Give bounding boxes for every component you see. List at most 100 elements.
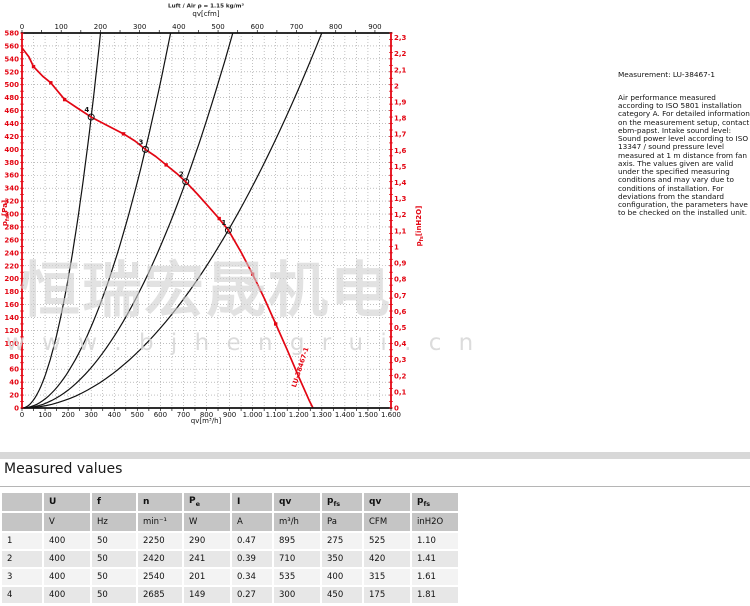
table-cell: qv — [364, 493, 410, 511]
svg-text:400: 400 — [172, 23, 185, 31]
svg-text:280: 280 — [4, 223, 19, 231]
svg-text:0,5: 0,5 — [394, 324, 407, 332]
svg-text:60: 60 — [9, 366, 19, 374]
svg-text:1: 1 — [222, 219, 227, 227]
table-cell: pfs — [322, 493, 362, 511]
svg-text:2: 2 — [394, 82, 399, 90]
table-row: 2 400 50 2420 241 0.39 710 350 420 1.41 — [2, 551, 458, 567]
table-cell: 400 — [44, 551, 90, 567]
svg-text:420: 420 — [4, 133, 19, 141]
measurement-description: Air performance measured according to IS… — [618, 93, 750, 218]
svg-text:1.500: 1.500 — [358, 411, 378, 419]
svg-text:700: 700 — [177, 411, 190, 419]
table-cell: 50 — [92, 587, 136, 603]
table-cell: 201 — [184, 569, 230, 585]
table-cell: 400 — [322, 569, 362, 585]
svg-text:500: 500 — [131, 411, 144, 419]
svg-text:340: 340 — [4, 185, 19, 193]
svg-text:800: 800 — [329, 23, 342, 31]
svg-text:400: 400 — [4, 146, 19, 154]
grid-lines — [22, 33, 391, 408]
svg-text:1,5: 1,5 — [394, 163, 407, 171]
table-cell: 0.47 — [232, 533, 272, 549]
curve-markers — [31, 64, 278, 326]
table-row: 4 400 50 2685 149 0.27 300 450 175 1.81 — [2, 587, 458, 603]
table-cell: 0.34 — [232, 569, 272, 585]
svg-text:20: 20 — [9, 392, 19, 400]
table-cell: I — [232, 493, 272, 511]
svg-text:600: 600 — [154, 411, 167, 419]
table-cell: 50 — [92, 569, 136, 585]
table-cell: 2 — [2, 551, 42, 567]
table-cell: CFM — [364, 513, 410, 531]
svg-text:160: 160 — [4, 301, 19, 309]
svg-text:200: 200 — [94, 23, 107, 31]
table-cell: 2420 — [138, 551, 182, 567]
table-cell: 1 — [2, 533, 42, 549]
table-cell: 0.39 — [232, 551, 272, 567]
table-cell: qv — [274, 493, 320, 511]
table-cell: 400 — [44, 569, 90, 585]
table-cell: 50 — [92, 551, 136, 567]
measured-values-heading: Measured values — [4, 461, 123, 477]
svg-text:1.300: 1.300 — [312, 411, 332, 419]
table-cell: 3 — [2, 569, 42, 585]
svg-text:1,3: 1,3 — [394, 195, 407, 203]
svg-text:0,4: 0,4 — [394, 340, 407, 348]
svg-text:1,2: 1,2 — [394, 211, 407, 219]
svg-text:700: 700 — [290, 23, 303, 31]
table-cell: 525 — [364, 533, 410, 549]
svg-text:0,7: 0,7 — [394, 292, 407, 300]
table-cell: 400 — [44, 587, 90, 603]
svg-text:pfs[inH2O]: pfs[inH2O] — [415, 206, 425, 247]
svg-text:0,8: 0,8 — [394, 276, 407, 284]
svg-text:500: 500 — [4, 81, 19, 89]
svg-text:600: 600 — [251, 23, 264, 31]
table-cell: 1.61 — [412, 569, 458, 585]
svg-text:1.400: 1.400 — [335, 411, 355, 419]
svg-text:100: 100 — [55, 23, 68, 31]
svg-text:180: 180 — [4, 288, 19, 296]
svg-text:0: 0 — [20, 411, 24, 419]
svg-text:3: 3 — [139, 138, 144, 146]
svg-text:120: 120 — [4, 327, 19, 335]
table-cell: 4 — [2, 587, 42, 603]
table-cell: 1.10 — [412, 533, 458, 549]
right-axis-labels: 0 0,1 0,2 0,3 0,4 0,5 0,6 0,7 0,8 0,9 1 1,1 1,2 1,3 1,… — [394, 34, 407, 412]
svg-text:Luft / Air ρ = 1.15 kg/m³: Luft / Air ρ = 1.15 kg/m³ — [168, 3, 244, 10]
svg-text:1.200: 1.200 — [289, 411, 309, 419]
svg-text:1,1: 1,1 — [394, 227, 407, 235]
svg-text:500: 500 — [211, 23, 224, 31]
table-cell: inH2O — [412, 513, 458, 531]
table-cell: 2540 — [138, 569, 182, 585]
table-cell: 1.81 — [412, 587, 458, 603]
table-cell: 400 — [44, 533, 90, 549]
svg-text:2,1: 2,1 — [394, 66, 407, 74]
table-cell: 350 — [322, 551, 362, 567]
svg-text:260: 260 — [4, 236, 19, 244]
table-cell: 290 — [184, 533, 230, 549]
svg-text:0: 0 — [20, 23, 24, 31]
svg-text:1: 1 — [394, 243, 399, 251]
section-divider-band — [0, 452, 750, 459]
measurement-id: Measurement: LU-38467-1 — [618, 70, 716, 79]
svg-text:560: 560 — [4, 42, 19, 50]
bottom-axis-labels: 0 100 200 300 400 500 600 700 800 900 1.000 1.100 1.… — [20, 411, 401, 419]
svg-text:440: 440 — [4, 120, 19, 128]
table-cell: 241 — [184, 551, 230, 567]
svg-text:200: 200 — [61, 411, 74, 419]
svg-text:380: 380 — [4, 159, 19, 167]
svg-text:1,4: 1,4 — [394, 179, 407, 187]
table-cell: 2685 — [138, 587, 182, 603]
svg-text:400: 400 — [108, 411, 121, 419]
section-divider-rule — [0, 486, 750, 487]
svg-text:520: 520 — [4, 68, 19, 76]
svg-text:1,7: 1,7 — [394, 131, 407, 139]
table-cell: n — [138, 493, 182, 511]
table-cell: 149 — [184, 587, 230, 603]
left-axis-labels: 0 20 40 60 80 100 120 140 160 180 200 220 240 260 280 3… — [4, 30, 19, 413]
svg-text:900: 900 — [368, 23, 381, 31]
